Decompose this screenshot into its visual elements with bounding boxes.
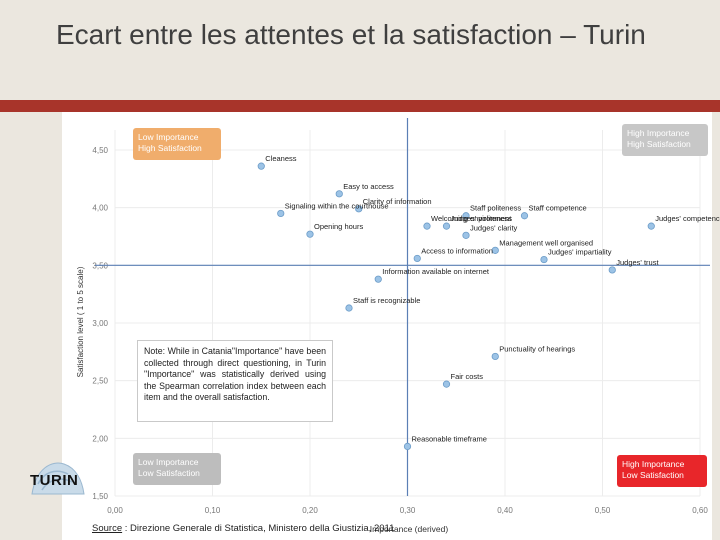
slide-title: Ecart entre les attentes et la satisfact… xyxy=(56,19,646,50)
data-point xyxy=(306,230,314,238)
right-margin-strip xyxy=(712,112,720,540)
data-point-label: Judges' trust xyxy=(616,258,659,267)
y-tick-label: 2,50 xyxy=(92,377,108,386)
y-tick-label: 1,50 xyxy=(92,492,108,501)
data-point xyxy=(442,222,451,230)
data-point-label: Information available on internet xyxy=(382,267,490,276)
data-point-label: Opening hours xyxy=(314,222,363,231)
data-point-label: Staff competence xyxy=(529,204,587,213)
data-point-label: Judges' clarity xyxy=(470,223,518,232)
data-point-label: Judges' politeness xyxy=(451,214,513,223)
quadrant-label: Low Satisfaction xyxy=(138,468,200,478)
data-point xyxy=(462,212,470,220)
data-point-label: Easy to access xyxy=(343,182,394,191)
quadrant-box xyxy=(622,124,708,156)
data-point xyxy=(374,275,382,283)
data-point-label: Cleaness xyxy=(265,154,297,163)
data-point-label: Reasonable timeframe xyxy=(412,434,487,443)
turin-logo-icon xyxy=(31,462,85,495)
x-tick-label: 0,50 xyxy=(595,506,611,515)
data-point-label: Signaling within the courthouse xyxy=(285,201,389,210)
data-point xyxy=(647,222,655,230)
data-point-label: Clarity of information xyxy=(363,197,432,206)
title-accent-bar xyxy=(0,100,720,112)
data-point xyxy=(355,205,363,213)
source-text: : Direzione Generale di Statistica, Mini… xyxy=(122,523,395,534)
source-note: Source : Direzione Generale di Statistic… xyxy=(92,523,394,534)
data-point xyxy=(491,352,499,361)
quadrant-dividers xyxy=(95,118,710,496)
data-point-label: Access to information xyxy=(421,246,493,255)
data-point-label: Staff is recognizable xyxy=(353,296,420,305)
data-point-label: Judges' competence xyxy=(655,214,720,223)
data-point xyxy=(345,304,353,312)
quadrant-box xyxy=(133,453,221,485)
x-tick-label: 0,60 xyxy=(692,506,708,515)
data-point-label: Judges' impartiality xyxy=(548,248,612,257)
y-tick-label: 4,50 xyxy=(92,146,108,155)
data-point xyxy=(442,380,451,388)
slide-header xyxy=(0,0,720,100)
y-tick-label: 2,00 xyxy=(92,434,108,443)
data-point xyxy=(608,266,616,274)
x-axis-label: Importance (derived) xyxy=(370,524,449,534)
data-point xyxy=(491,246,499,254)
data-points: Cleaness Easy to access Clarity of informa… xyxy=(257,154,720,451)
note-box: Note: While in Catania"Importance" have … xyxy=(137,340,333,422)
data-point xyxy=(257,162,265,170)
y-tick-label: 3,00 xyxy=(92,319,108,328)
quadrant-label: Low Importance xyxy=(138,457,199,467)
data-point-label: Punctuality of hearings xyxy=(499,344,575,353)
data-point xyxy=(335,190,343,198)
data-point-label: Staff politeness xyxy=(470,204,521,213)
data-point-label: Welcoming environment xyxy=(431,214,512,223)
x-tick-label: 0,30 xyxy=(400,506,416,515)
quadrant-box xyxy=(133,128,221,160)
x-tick-label: 0,00 xyxy=(107,506,123,515)
quadrant-label: High Importance xyxy=(622,459,685,469)
x-tick-label: 0,10 xyxy=(205,506,221,515)
source-label: Source xyxy=(92,523,123,534)
y-axis-label: Satisfaction level ( 1 to 5 scale) xyxy=(76,266,85,377)
quadrant-box xyxy=(617,455,707,487)
quadrant-label: High Satisfaction xyxy=(627,139,691,149)
logo-text: TURIN xyxy=(30,472,79,489)
data-point xyxy=(413,254,421,263)
quadrant-label: Low Satisfaction xyxy=(622,470,684,480)
data-point-label: Fair costs xyxy=(451,372,484,381)
quadrant-label: High Satisfaction xyxy=(138,143,202,153)
data-point xyxy=(423,222,431,230)
y-tick-label: 4,00 xyxy=(92,204,108,213)
data-point-label: Management well organised xyxy=(499,238,593,247)
data-point xyxy=(462,231,470,239)
data-point xyxy=(540,255,548,264)
x-tick-label: 0,20 xyxy=(302,506,318,515)
quadrant-label: High Importance xyxy=(627,128,690,138)
x-tick-label: 0,40 xyxy=(497,506,513,515)
data-point xyxy=(403,442,412,451)
quadrant-label: Low Importance xyxy=(138,132,199,142)
data-point xyxy=(277,209,285,218)
data-point xyxy=(520,212,529,220)
